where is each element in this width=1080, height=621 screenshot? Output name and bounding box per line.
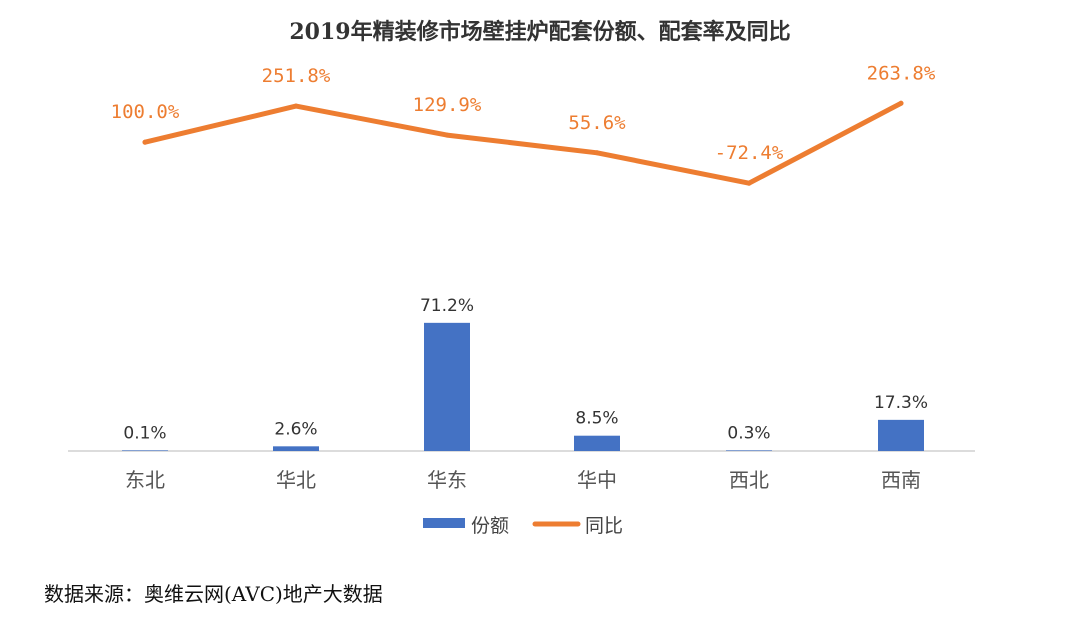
legend-label-line: 同比	[585, 515, 623, 537]
bar-data-label: 71.2%	[420, 296, 474, 316]
line-series-layer	[142, 100, 904, 186]
x-tick-label: 华中	[577, 468, 617, 492]
bar-data-label: 17.3%	[874, 393, 928, 413]
line-point-东北	[142, 139, 148, 145]
line-data-label: -72.4%	[715, 142, 784, 164]
line-data-label: 263.8%	[867, 62, 936, 84]
line-growth	[142, 100, 904, 186]
data-label-layer: 0.1% 2.6% 71.2% 8.5% 0.3% 17.3% 100.0% 251.8% 12…	[111, 62, 936, 443]
bar-西北	[726, 450, 772, 451]
bar-华中	[574, 435, 620, 451]
line-point-西南	[898, 100, 904, 106]
source-note: 数据来源：奥维云网(AVC)地产大数据	[44, 582, 383, 606]
line-data-label: 129.9%	[413, 94, 482, 116]
x-tick-label: 西南	[881, 468, 921, 492]
line-data-label: 100.0%	[111, 101, 180, 123]
bar-data-label: 8.5%	[575, 409, 618, 429]
bar-华北	[273, 446, 319, 451]
line-data-label: 55.6%	[568, 112, 626, 134]
bar-西南	[878, 419, 924, 451]
x-tick-layer: 东北 华北 华东 华中 西北 西南	[125, 468, 921, 492]
x-tick-label: 西北	[729, 468, 769, 492]
x-tick-label: 华北	[276, 468, 316, 492]
legend-swatch-bar	[423, 518, 465, 528]
bar-data-label: 2.6%	[274, 419, 317, 439]
bar-东北	[122, 450, 168, 451]
x-tick-label: 华东	[427, 468, 467, 492]
x-tick-label: 东北	[125, 468, 165, 492]
legend-label-bar: 份额	[471, 515, 509, 537]
bar-series-layer	[122, 322, 924, 451]
bar-data-label: 0.1%	[123, 423, 166, 443]
bar-data-label: 0.3%	[727, 423, 770, 443]
line-point-华东	[444, 132, 450, 138]
line-data-label: 251.8%	[262, 65, 331, 87]
legend: 份额 同比	[423, 515, 623, 537]
chart-title: 2019年精装修市场壁挂炉配套份额、配套率及同比	[289, 19, 791, 45]
line-point-华中	[594, 150, 600, 156]
bar-华东	[424, 322, 470, 451]
line-point-华北	[293, 103, 299, 109]
line-point-西北	[746, 180, 752, 186]
